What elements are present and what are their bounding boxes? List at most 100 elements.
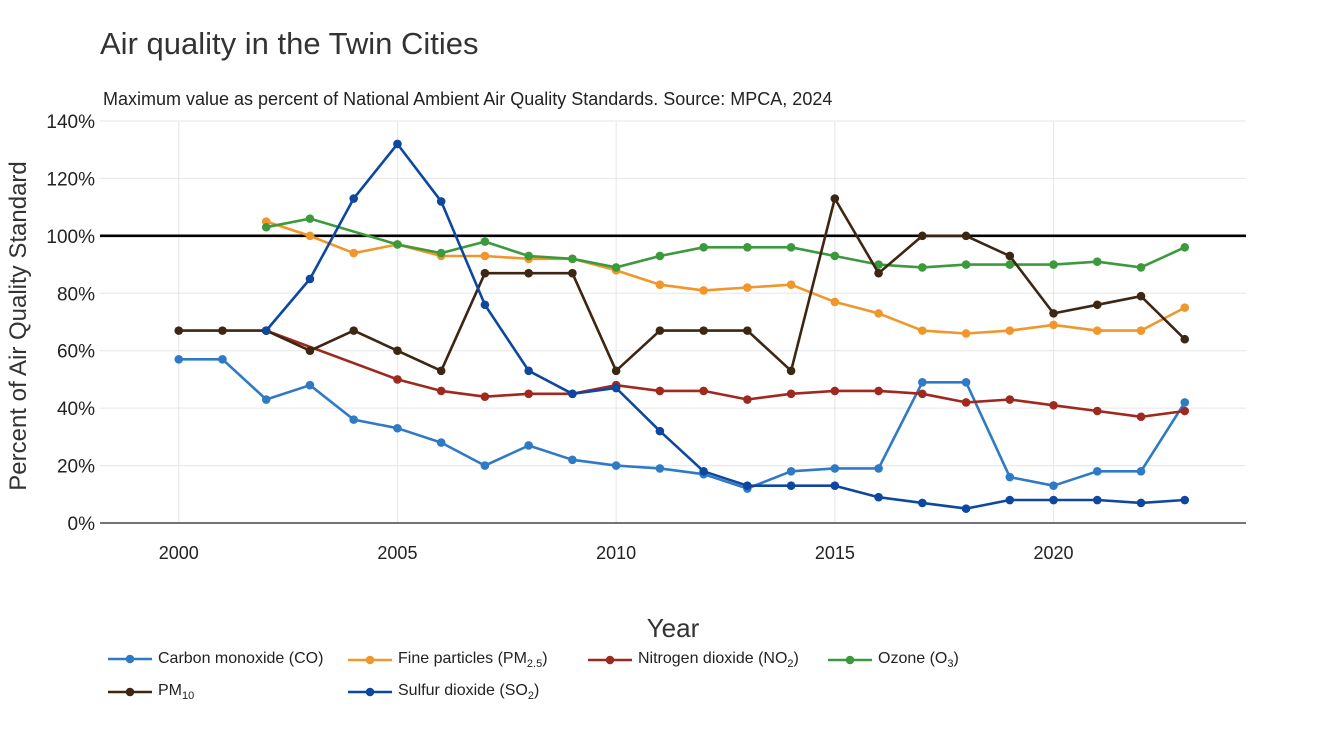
data-point	[436, 197, 446, 206]
legend-item: Carbon monoxide (CO)	[108, 650, 323, 668]
legend-swatch-dot	[365, 687, 375, 697]
x-tick-label: 2015	[815, 543, 855, 563]
legend-swatch-dot	[845, 655, 855, 665]
series-5	[261, 139, 1190, 513]
data-point	[1180, 303, 1190, 312]
data-point	[830, 194, 840, 203]
data-point	[524, 441, 533, 450]
x-tick-label: 2005	[377, 543, 417, 563]
data-point	[786, 389, 796, 399]
chart-title: Air quality in the Twin Cities	[100, 26, 479, 61]
data-point	[261, 222, 271, 232]
series-line	[265, 329, 1185, 419]
x-tick-label: 2010	[596, 543, 636, 563]
y-tick-label: 0%	[68, 514, 96, 535]
legend-item: PM10	[108, 682, 194, 702]
legend-item: Sulfur dioxide (SO2)	[348, 682, 539, 702]
series-group	[174, 139, 1190, 513]
y-tick-label: 40%	[57, 399, 95, 420]
data-point	[918, 378, 927, 387]
data-point	[349, 415, 358, 424]
data-point	[1136, 263, 1146, 272]
data-point	[305, 380, 315, 390]
data-point	[874, 260, 883, 269]
data-point	[743, 395, 752, 404]
data-point	[918, 498, 927, 508]
data-point	[918, 231, 927, 241]
legend-swatch	[348, 687, 392, 697]
data-point	[743, 283, 752, 292]
legend-label: Sulfur dioxide (SO2)	[398, 682, 540, 703]
data-point	[1136, 467, 1146, 476]
data-point	[830, 251, 840, 261]
series-line	[178, 197, 1186, 373]
data-point	[786, 280, 796, 289]
legend-swatch-dot	[365, 655, 375, 665]
data-point	[1136, 326, 1146, 335]
data-point	[699, 386, 708, 396]
data-point	[261, 326, 271, 335]
legend-swatch-dot	[125, 654, 135, 664]
data-point	[568, 389, 577, 399]
data-point	[305, 231, 315, 241]
data-point	[480, 251, 490, 261]
data-point	[524, 389, 533, 399]
data-point	[524, 251, 533, 261]
legend-swatch	[348, 655, 392, 665]
series-line	[178, 357, 1186, 490]
data-point	[393, 375, 402, 384]
data-point	[480, 392, 490, 401]
data-point	[830, 464, 840, 473]
series-line	[265, 220, 1186, 335]
y-tick-label: 140%	[46, 112, 95, 133]
data-point	[743, 481, 752, 490]
data-point	[918, 389, 927, 399]
data-point	[349, 326, 358, 335]
data-point	[1049, 260, 1058, 269]
data-point	[1092, 326, 1102, 335]
data-point	[1092, 406, 1102, 416]
data-point	[349, 248, 358, 258]
data-point	[699, 286, 708, 295]
data-point	[1136, 291, 1146, 301]
data-point	[524, 366, 533, 376]
data-point	[786, 481, 796, 490]
y-axis-label: Percent of Air Quality Standard	[5, 161, 32, 491]
legend-swatch	[108, 687, 152, 697]
data-point	[1092, 300, 1102, 310]
data-point	[1005, 495, 1015, 505]
data-point	[961, 504, 971, 513]
data-point	[436, 386, 446, 396]
data-point	[1180, 495, 1190, 505]
legend-item: Nitrogen dioxide (NO2)	[588, 650, 799, 670]
data-point	[305, 214, 315, 223]
data-point	[1180, 334, 1190, 344]
legend-label: Carbon monoxide (CO)	[158, 650, 324, 667]
series-line	[265, 142, 1185, 510]
y-tick-label: 20%	[57, 457, 95, 478]
data-point	[961, 231, 971, 241]
data-point	[611, 383, 621, 393]
data-point	[611, 366, 621, 376]
data-point	[480, 461, 490, 470]
series-2	[261, 326, 1190, 422]
data-point	[393, 346, 402, 356]
axes: 0% 20% 40% 60% 80% 100% 120% 140% 2000 2005 2010 20…	[46, 112, 1246, 563]
data-point	[436, 366, 446, 376]
data-point	[349, 194, 358, 203]
x-tick-label: 2020	[1034, 543, 1074, 563]
data-point	[1049, 309, 1058, 318]
legend-label: Nitrogen dioxide (NO2)	[638, 650, 799, 671]
legend-label: PM10	[158, 682, 195, 703]
data-point	[480, 268, 490, 278]
y-tick-label: 80%	[57, 284, 95, 305]
data-point	[961, 398, 971, 407]
data-point	[655, 464, 665, 473]
data-point	[436, 438, 446, 447]
data-point	[1005, 251, 1015, 261]
legend-swatch-dot	[605, 655, 615, 665]
data-point	[786, 467, 796, 476]
data-point	[830, 386, 840, 396]
data-point	[261, 395, 271, 404]
